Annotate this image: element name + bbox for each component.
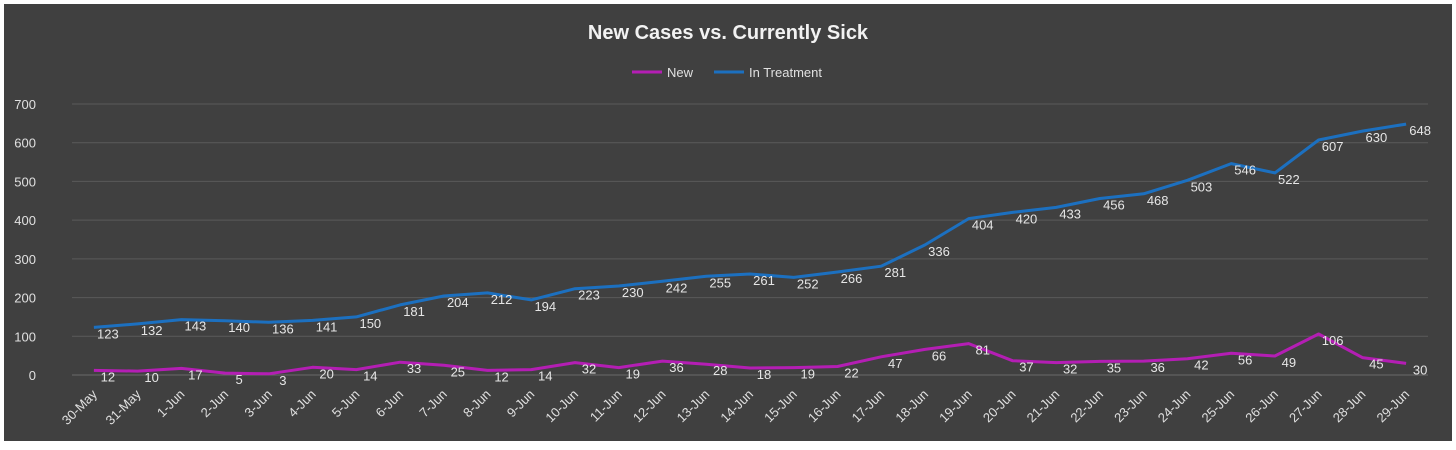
data-label: 66 bbox=[932, 348, 946, 363]
data-label: 143 bbox=[185, 319, 207, 334]
data-label: 17 bbox=[188, 367, 202, 382]
data-label: 194 bbox=[534, 299, 556, 314]
data-label: 648 bbox=[1409, 123, 1431, 138]
data-label: 204 bbox=[447, 295, 469, 310]
data-label: 123 bbox=[97, 326, 119, 341]
data-label: 546 bbox=[1234, 163, 1256, 178]
data-label: 14 bbox=[363, 369, 377, 384]
data-label: 3 bbox=[279, 373, 286, 388]
data-label: 81 bbox=[975, 343, 989, 358]
data-label: 223 bbox=[578, 288, 600, 303]
data-label: 132 bbox=[141, 323, 163, 338]
data-label: 14 bbox=[538, 369, 552, 384]
data-label: 433 bbox=[1059, 206, 1081, 221]
data-label: 36 bbox=[1150, 360, 1164, 375]
data-label: 12 bbox=[101, 369, 115, 384]
y-tick-label: 400 bbox=[14, 213, 36, 228]
data-label: 19 bbox=[801, 367, 815, 382]
y-tick-label: 300 bbox=[14, 252, 36, 267]
y-tick-label: 0 bbox=[29, 368, 36, 383]
data-label: 35 bbox=[1107, 360, 1121, 375]
data-label: 420 bbox=[1016, 211, 1038, 226]
chart-title: New Cases vs. Currently Sick bbox=[588, 22, 869, 44]
data-label: 18 bbox=[757, 367, 771, 382]
data-label: 45 bbox=[1369, 357, 1383, 372]
data-label: 150 bbox=[359, 316, 381, 331]
data-label: 252 bbox=[797, 276, 819, 291]
data-label: 141 bbox=[316, 319, 338, 334]
data-label: 242 bbox=[666, 280, 688, 295]
data-label: 36 bbox=[669, 360, 683, 375]
data-label: 28 bbox=[713, 363, 727, 378]
y-tick-label: 500 bbox=[14, 174, 36, 189]
data-label: 468 bbox=[1147, 193, 1169, 208]
data-label: 33 bbox=[407, 361, 421, 376]
data-label: 266 bbox=[841, 271, 863, 286]
data-label: 630 bbox=[1366, 130, 1388, 145]
data-label: 261 bbox=[753, 273, 775, 288]
data-label: 42 bbox=[1194, 358, 1208, 373]
data-label: 456 bbox=[1103, 197, 1125, 212]
data-label: 230 bbox=[622, 285, 644, 300]
y-tick-label: 700 bbox=[14, 97, 36, 112]
y-tick-label: 600 bbox=[14, 136, 36, 151]
y-tick-label: 100 bbox=[14, 329, 36, 344]
data-label: 503 bbox=[1191, 179, 1213, 194]
legend-label-new: New bbox=[667, 65, 694, 80]
data-label: 212 bbox=[491, 292, 513, 307]
data-label: 136 bbox=[272, 321, 294, 336]
data-label: 49 bbox=[1282, 355, 1296, 370]
data-label: 22 bbox=[844, 365, 858, 380]
data-label: 281 bbox=[884, 265, 906, 280]
data-label: 336 bbox=[928, 244, 950, 259]
data-label: 255 bbox=[709, 275, 731, 290]
data-label: 10 bbox=[144, 370, 158, 385]
data-label: 32 bbox=[582, 362, 596, 377]
data-label: 404 bbox=[972, 218, 994, 233]
data-label: 32 bbox=[1063, 362, 1077, 377]
y-tick-label: 200 bbox=[14, 291, 36, 306]
data-label: 47 bbox=[888, 356, 902, 371]
data-label: 37 bbox=[1019, 360, 1033, 375]
data-label: 25 bbox=[451, 364, 465, 379]
data-label: 140 bbox=[228, 320, 250, 335]
data-label: 20 bbox=[319, 366, 333, 381]
data-label: 5 bbox=[235, 372, 242, 387]
data-label: 607 bbox=[1322, 139, 1344, 154]
legend-label-in-treatment: In Treatment bbox=[749, 65, 822, 80]
data-label: 19 bbox=[626, 367, 640, 382]
data-label: 181 bbox=[403, 304, 425, 319]
data-label: 522 bbox=[1278, 172, 1300, 187]
data-label: 30 bbox=[1413, 362, 1427, 377]
data-label: 12 bbox=[494, 369, 508, 384]
data-label: 106 bbox=[1322, 333, 1344, 348]
data-label: 56 bbox=[1238, 352, 1252, 367]
